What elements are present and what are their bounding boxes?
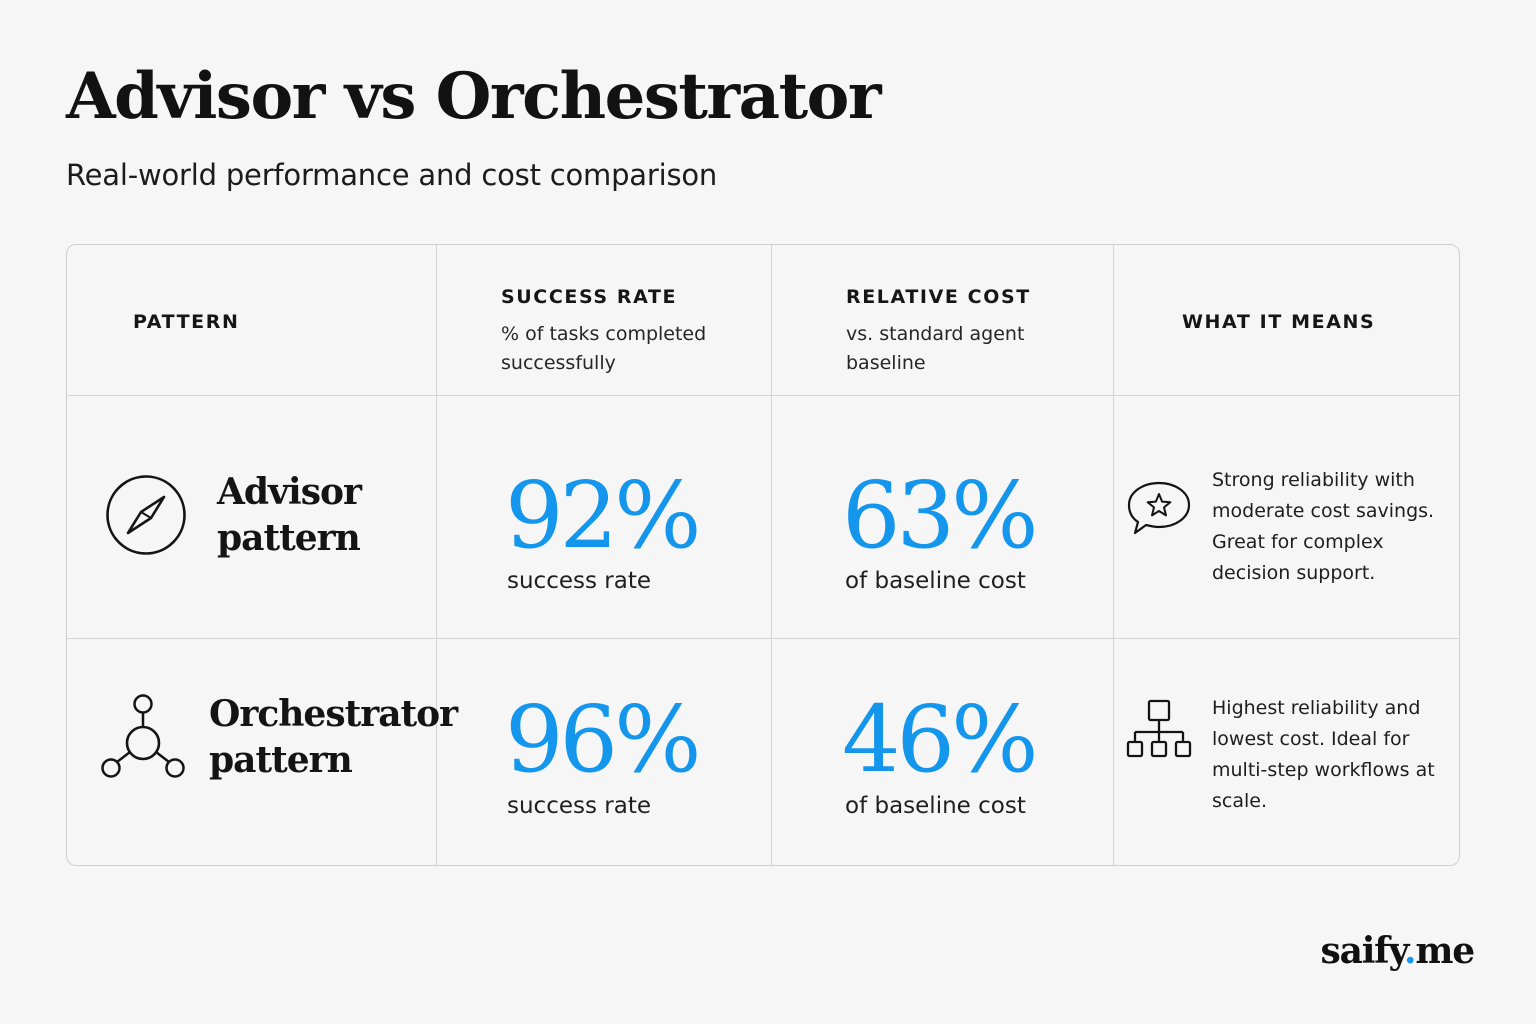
header-cell-pattern: PATTERN bbox=[67, 245, 437, 396]
page-title: Advisor vs Orchestrator bbox=[66, 59, 882, 134]
success-rate-value-advisor: 92% bbox=[505, 462, 701, 569]
pattern-cell-orchestrator: Orchestrator pattern bbox=[67, 639, 458, 865]
success-rate-value-orchestrator: 96% bbox=[505, 686, 701, 793]
success-cell-orchestrator: 96% success rate bbox=[437, 639, 772, 865]
comparison-table: PATTERN SUCCESS RATE % of tasks complete… bbox=[66, 244, 1460, 866]
means-cell-advisor: Strong reliability with moderate cost sa… bbox=[1114, 396, 1459, 639]
success-rate-label-orchestrator: success rate bbox=[507, 793, 651, 819]
success-rate-label-advisor: success rate bbox=[507, 568, 651, 594]
relative-cost-value-advisor: 63% bbox=[842, 462, 1038, 569]
hierarchy-icon bbox=[1126, 698, 1192, 764]
header-cell-success-rate: SUCCESS RATE % of tasks completed succes… bbox=[437, 245, 772, 396]
pattern-name-advisor: Advisor pattern bbox=[217, 471, 362, 559]
column-title-what-it-means: WHAT IT MEANS bbox=[1182, 311, 1376, 333]
column-subtitle-relative-cost: vs. standard agent baseline bbox=[846, 323, 1025, 374]
column-title-pattern: PATTERN bbox=[133, 311, 240, 333]
brand-tld: me bbox=[1415, 930, 1475, 972]
column-subtitle-success-rate: % of tasks completed successfully bbox=[501, 323, 707, 374]
header-cell-relative-cost: RELATIVE COST vs. standard agent baselin… bbox=[772, 245, 1114, 396]
brand-logo: saify.me bbox=[1320, 930, 1476, 972]
relative-cost-value-orchestrator: 46% bbox=[842, 686, 1038, 793]
relative-cost-label-orchestrator: of baseline cost bbox=[845, 793, 1026, 819]
means-text-orchestrator: Highest reliability and lowest cost. Ide… bbox=[1212, 697, 1435, 812]
page-subtitle: Real-world performance and cost comparis… bbox=[66, 158, 718, 192]
star-speech-bubble-icon bbox=[1126, 477, 1192, 539]
column-title-success-rate: SUCCESS RATE bbox=[501, 286, 678, 308]
pattern-name-orchestrator: Orchestrator pattern bbox=[209, 693, 458, 781]
cost-cell-orchestrator: 46% of baseline cost bbox=[772, 639, 1114, 865]
means-cell-orchestrator: Highest reliability and lowest cost. Ide… bbox=[1114, 639, 1459, 865]
hub-network-icon bbox=[99, 692, 187, 782]
column-title-relative-cost: RELATIVE COST bbox=[846, 286, 1031, 308]
success-cell-advisor: 92% success rate bbox=[437, 396, 772, 639]
relative-cost-label-advisor: of baseline cost bbox=[845, 568, 1026, 594]
pattern-cell-advisor: Advisor pattern bbox=[67, 396, 437, 639]
cost-cell-advisor: 63% of baseline cost bbox=[772, 396, 1114, 639]
means-text-advisor: Strong reliability with moderate cost sa… bbox=[1212, 469, 1435, 584]
brand-name: saify bbox=[1320, 930, 1406, 972]
compass-icon bbox=[105, 473, 187, 557]
header-cell-what-it-means: WHAT IT MEANS bbox=[1114, 245, 1459, 396]
brand-dot: . bbox=[1404, 930, 1417, 972]
